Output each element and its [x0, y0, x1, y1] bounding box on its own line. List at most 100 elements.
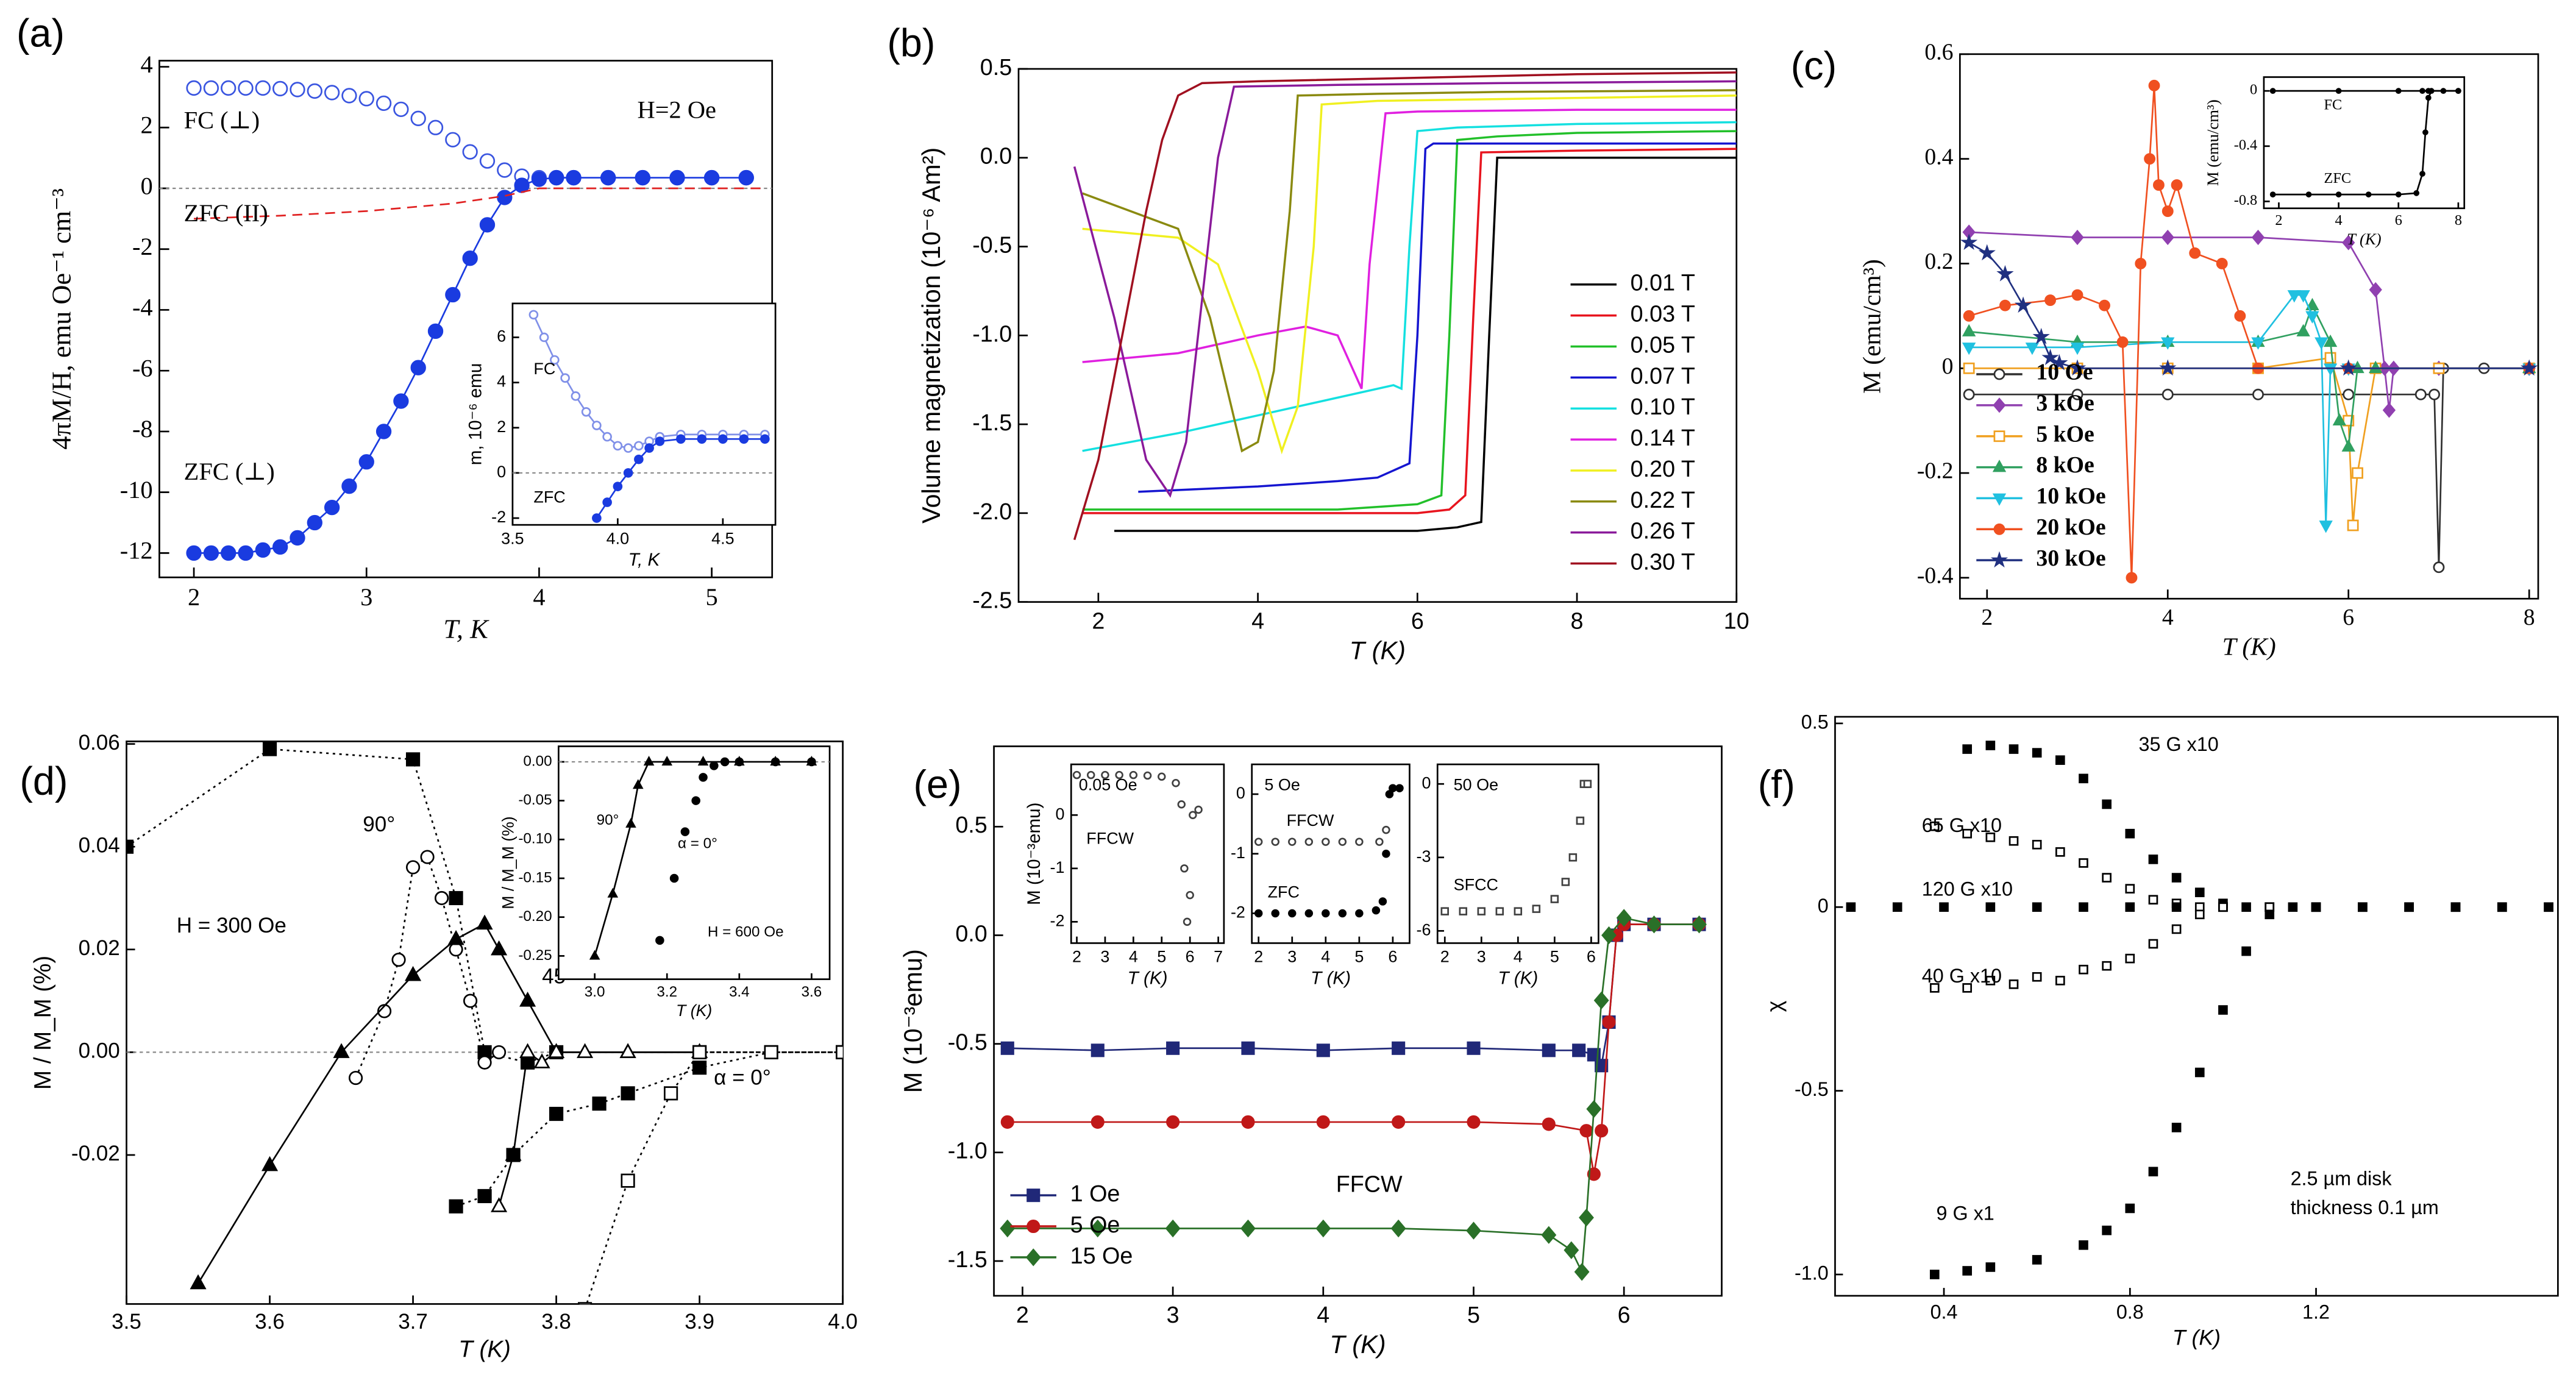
marker [1985, 976, 1996, 986]
marker [1101, 770, 1109, 780]
legend-marker [1993, 368, 2005, 380]
marker [2352, 467, 2363, 479]
marker [375, 424, 392, 439]
marker [607, 887, 619, 898]
marker [2305, 297, 2319, 310]
x-tick-label: 6 [2343, 605, 2354, 630]
marker [514, 177, 530, 193]
x-axis-label: T, K [628, 550, 661, 570]
annotation: FFCW [1086, 829, 1134, 847]
legend-label: 1 Oe [1070, 1181, 1120, 1206]
legend-marker [1990, 551, 2008, 568]
series-line [1073, 71, 1737, 541]
marker [1385, 790, 1394, 798]
marker [1254, 909, 1263, 918]
marker [600, 169, 616, 186]
marker [1561, 878, 1570, 886]
y-tick-label: -0.15 [518, 869, 552, 886]
marker [186, 545, 202, 561]
marker [341, 478, 357, 494]
marker [1166, 1041, 1180, 1055]
marker [2189, 247, 2201, 259]
marker [1574, 1263, 1590, 1281]
marker [2125, 953, 2135, 964]
marker [2171, 1123, 2182, 1132]
marker [1091, 1043, 1105, 1057]
annotation: α = 0° [678, 835, 717, 851]
marker [1389, 784, 1397, 792]
x-tick-label: 4 [2162, 605, 2174, 630]
marker [519, 1043, 536, 1058]
marker [2161, 337, 2175, 350]
marker [560, 373, 570, 383]
marker [2008, 836, 2019, 846]
marker [1143, 771, 1152, 780]
marker [1382, 850, 1390, 858]
x-axis-label: T (K) [2347, 230, 2382, 248]
y-tick-label: -6 [1417, 920, 1431, 939]
marker [2148, 855, 2158, 864]
marker [2287, 290, 2301, 303]
marker [1000, 1041, 1014, 1055]
marker [1177, 800, 1186, 809]
y-tick-label: -2 [1050, 911, 1064, 929]
marker [2323, 363, 2338, 376]
y-tick-label: 4 [497, 372, 506, 391]
marker [619, 1043, 636, 1058]
marker [445, 286, 461, 303]
marker [2051, 354, 2068, 371]
marker [602, 432, 612, 442]
marker [462, 251, 478, 266]
marker [1601, 926, 1617, 945]
y-tick-label: -8 [132, 415, 153, 442]
x-tick-label: 2 [1092, 608, 1105, 634]
x-tick-label: 3 [360, 583, 372, 611]
plot-frame [1834, 716, 2559, 1297]
x-tick-label: 3.2 [656, 984, 677, 1000]
marker [479, 153, 496, 169]
data-layer [186, 80, 764, 561]
marker [2369, 282, 2382, 297]
y-tick-label: 2 [497, 418, 506, 436]
marker [634, 441, 644, 451]
y-tick-label: -2.5 [972, 588, 1012, 613]
y-axis-label: χ [1762, 1000, 1787, 1012]
marker [2265, 909, 2275, 920]
marker [393, 101, 409, 118]
marker [2497, 902, 2507, 912]
y-tick-label: -0.10 [518, 831, 552, 847]
marker [2102, 799, 2112, 809]
marker [203, 80, 219, 96]
x-tick-label: 3 [1477, 948, 1486, 966]
marker [126, 839, 134, 854]
x-tick-label: 3.4 [729, 984, 750, 1000]
marker [2070, 343, 2085, 355]
marker [703, 169, 720, 186]
marker [262, 742, 277, 756]
marker [476, 914, 493, 930]
y-tick-label: -0.8 [2234, 192, 2257, 208]
marker [1172, 778, 1180, 787]
marker [2404, 902, 2414, 912]
y-tick-label: 0.0 [955, 920, 987, 946]
marker [1541, 1226, 1557, 1244]
marker [1375, 837, 1384, 846]
marker [760, 434, 770, 444]
x-tick-label: 8 [2455, 212, 2462, 229]
marker [549, 169, 564, 186]
marker [2218, 902, 2228, 912]
marker [1586, 1100, 1602, 1118]
x-tick-label: 6 [2395, 212, 2402, 229]
x-tick-label: 2 [1440, 948, 1450, 966]
marker [1241, 1041, 1255, 1055]
marker [2008, 979, 2019, 989]
marker [2343, 388, 2355, 400]
marker [2358, 902, 2368, 912]
series-line [1138, 142, 1737, 493]
marker [550, 355, 560, 365]
marker [1960, 233, 1978, 251]
marker [221, 545, 237, 561]
x-axis-label: T (K) [1498, 968, 1538, 988]
y-tick-label: -1.5 [972, 410, 1012, 435]
marker [2171, 902, 2182, 912]
